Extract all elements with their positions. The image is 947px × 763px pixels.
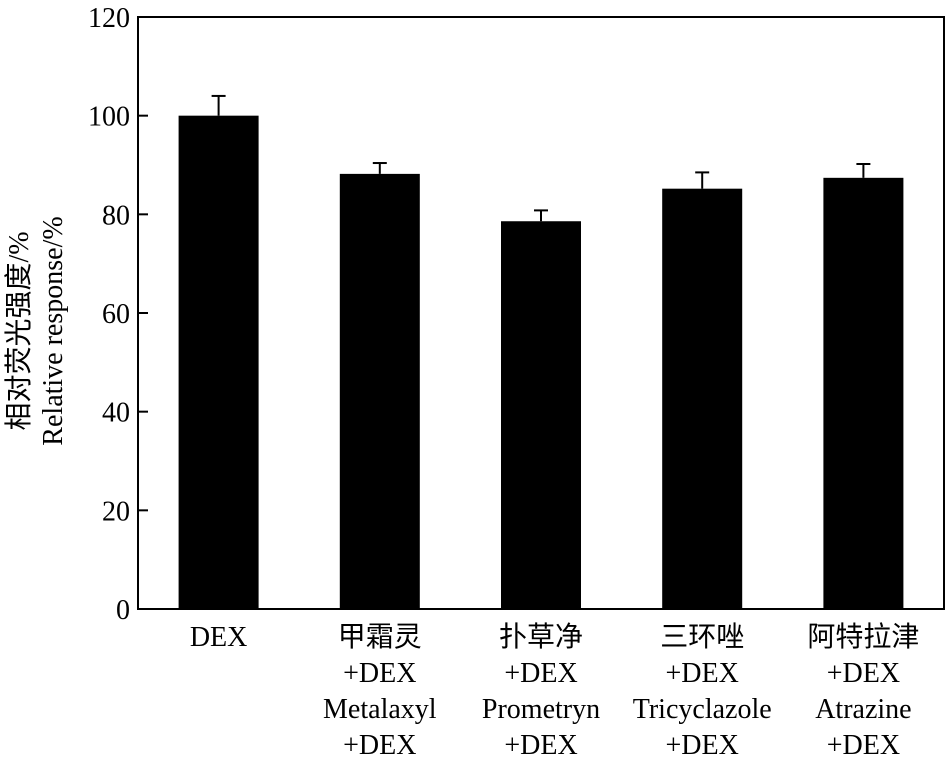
y-axis-title-line: 相对荧光强度/%: [3, 231, 35, 430]
y-axis-title: 相对荧光强度/% Relative response/%: [3, 216, 69, 445]
y-tick-label: 20: [102, 496, 130, 527]
y-tick-label: 60: [102, 299, 130, 330]
error-bars: [211, 94, 871, 222]
y-tick-label: 0: [116, 595, 130, 626]
bars: [178, 115, 904, 610]
y-tick-label: 100: [88, 102, 130, 133]
bar: [178, 115, 259, 610]
x-axis-category-labels: DEX 甲霜灵+DEX Metalaxyl +DEX 扑草净+DEX Prometryn +…: [190, 621, 920, 761]
y-tick-label: 80: [102, 200, 130, 231]
x-category-label: 阿特拉津+DEX Atrazine +DEX: [807, 621, 919, 761]
x-category-label: DEX: [190, 622, 248, 653]
y-axis-title-line: Relative response/%: [38, 216, 69, 445]
x-category-label: 三环唑+DEX Tricyclazole +DEX: [633, 621, 772, 761]
x-category-label: 甲霜灵+DEX Metalaxyl +DEX: [323, 622, 437, 761]
y-tick-label: 120: [88, 3, 130, 34]
y-axis-ticks: 0 20 40 60 80 100 120: [88, 3, 148, 626]
bar: [339, 173, 420, 609]
bar: [823, 177, 904, 609]
bar: [501, 221, 581, 610]
bar: [662, 188, 743, 609]
x-category-label: 扑草净+DEX Prometryn +DEX: [482, 621, 600, 761]
y-tick-label: 40: [102, 398, 130, 429]
